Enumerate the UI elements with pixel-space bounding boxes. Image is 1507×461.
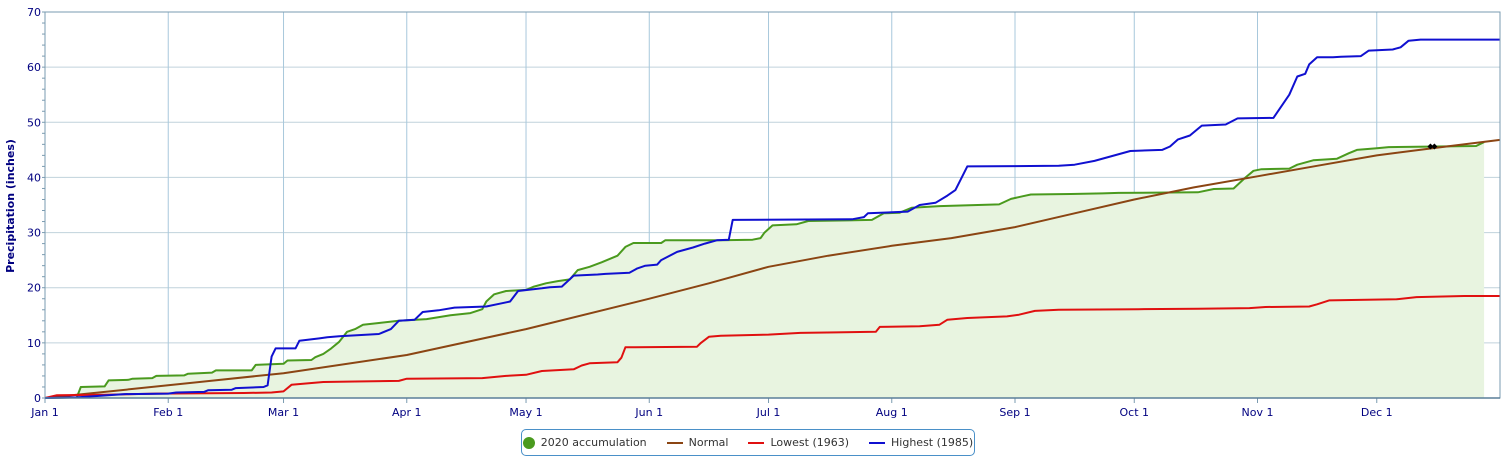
x-tick-label: Jul 1 [756,406,781,419]
legend-label-2: Lowest (1963) [770,436,850,449]
annotation-marker-1 [1431,143,1438,150]
chart-markers [1427,143,1438,150]
legend-item-0[interactable]: 2020 accumulation [522,436,647,449]
y-tick-label: 50 [27,116,41,129]
x-tick-label: Mar 1 [268,406,299,419]
legend-swatch-2 [748,441,765,444]
series-area-0 [45,142,1485,398]
x-tick-label: Apr 1 [392,406,422,419]
y-tick-label: 10 [27,337,41,350]
chart-axes: 0 10 20 30 40 50 60 70 Jan 1 Feb 1 Mar 1 Apr 1 May 1… [27,6,1501,419]
legend-item-1[interactable]: Normal [666,436,729,449]
series-line-2 [44,295,1500,399]
legend-swatch-3 [869,441,886,444]
legend-item-2[interactable]: Lowest (1963) [748,436,849,449]
x-tick-label: Aug 1 [876,406,908,419]
legend-item-3[interactable]: Highest (1985) [869,436,973,449]
annotation-marker-0 [1427,143,1434,150]
y-axis-title: Precipitation (inches) [4,139,17,273]
legend-label-1: Normal [688,436,729,449]
y-tick-label: 60 [27,61,41,74]
chart-lines [44,38,1501,399]
legend-swatch-0 [522,436,535,449]
x-tick-label: Oct 1 [1120,406,1150,419]
legend-swatch-1 [666,441,683,444]
y-tick-label: 30 [27,227,41,240]
y-tick-label: 70 [27,6,41,19]
series-line-0 [44,141,1485,399]
legend-label-0: 2020 accumulation [540,436,647,449]
x-tick-label: Dec 1 [1361,406,1393,419]
x-tick-label: Nov 1 [1242,406,1274,419]
x-tick-label: May 1 [509,406,542,419]
series-line-3 [44,38,1500,399]
y-tick-label: 20 [27,282,41,295]
x-tick-label: Jan 1 [30,406,58,419]
x-tick-label: Sep 1 [999,406,1030,419]
series-line-1 [44,138,1501,399]
y-tick-label: 40 [27,171,41,184]
x-tick-label: Jun 1 [634,406,663,419]
chart-fills [45,142,1485,398]
x-tick-label: Feb 1 [153,406,183,419]
y-tick-label: 0 [34,392,41,405]
legend-label-3: Highest (1985) [891,436,974,449]
chart-legend: 2020 accumulation Normal Lowest (1963) High… [521,429,975,456]
